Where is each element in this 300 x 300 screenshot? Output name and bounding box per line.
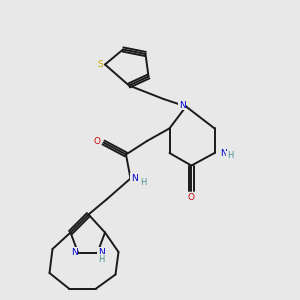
Text: N: N: [71, 248, 78, 257]
Text: H: H: [227, 152, 233, 160]
Text: H: H: [140, 178, 146, 187]
Text: N: N: [220, 148, 227, 158]
Text: N: N: [179, 100, 186, 109]
Text: O: O: [93, 136, 100, 146]
Text: H: H: [98, 255, 104, 264]
Text: O: O: [188, 194, 195, 202]
Text: N: N: [98, 248, 104, 257]
Text: N: N: [131, 174, 137, 183]
Text: S: S: [98, 60, 103, 69]
